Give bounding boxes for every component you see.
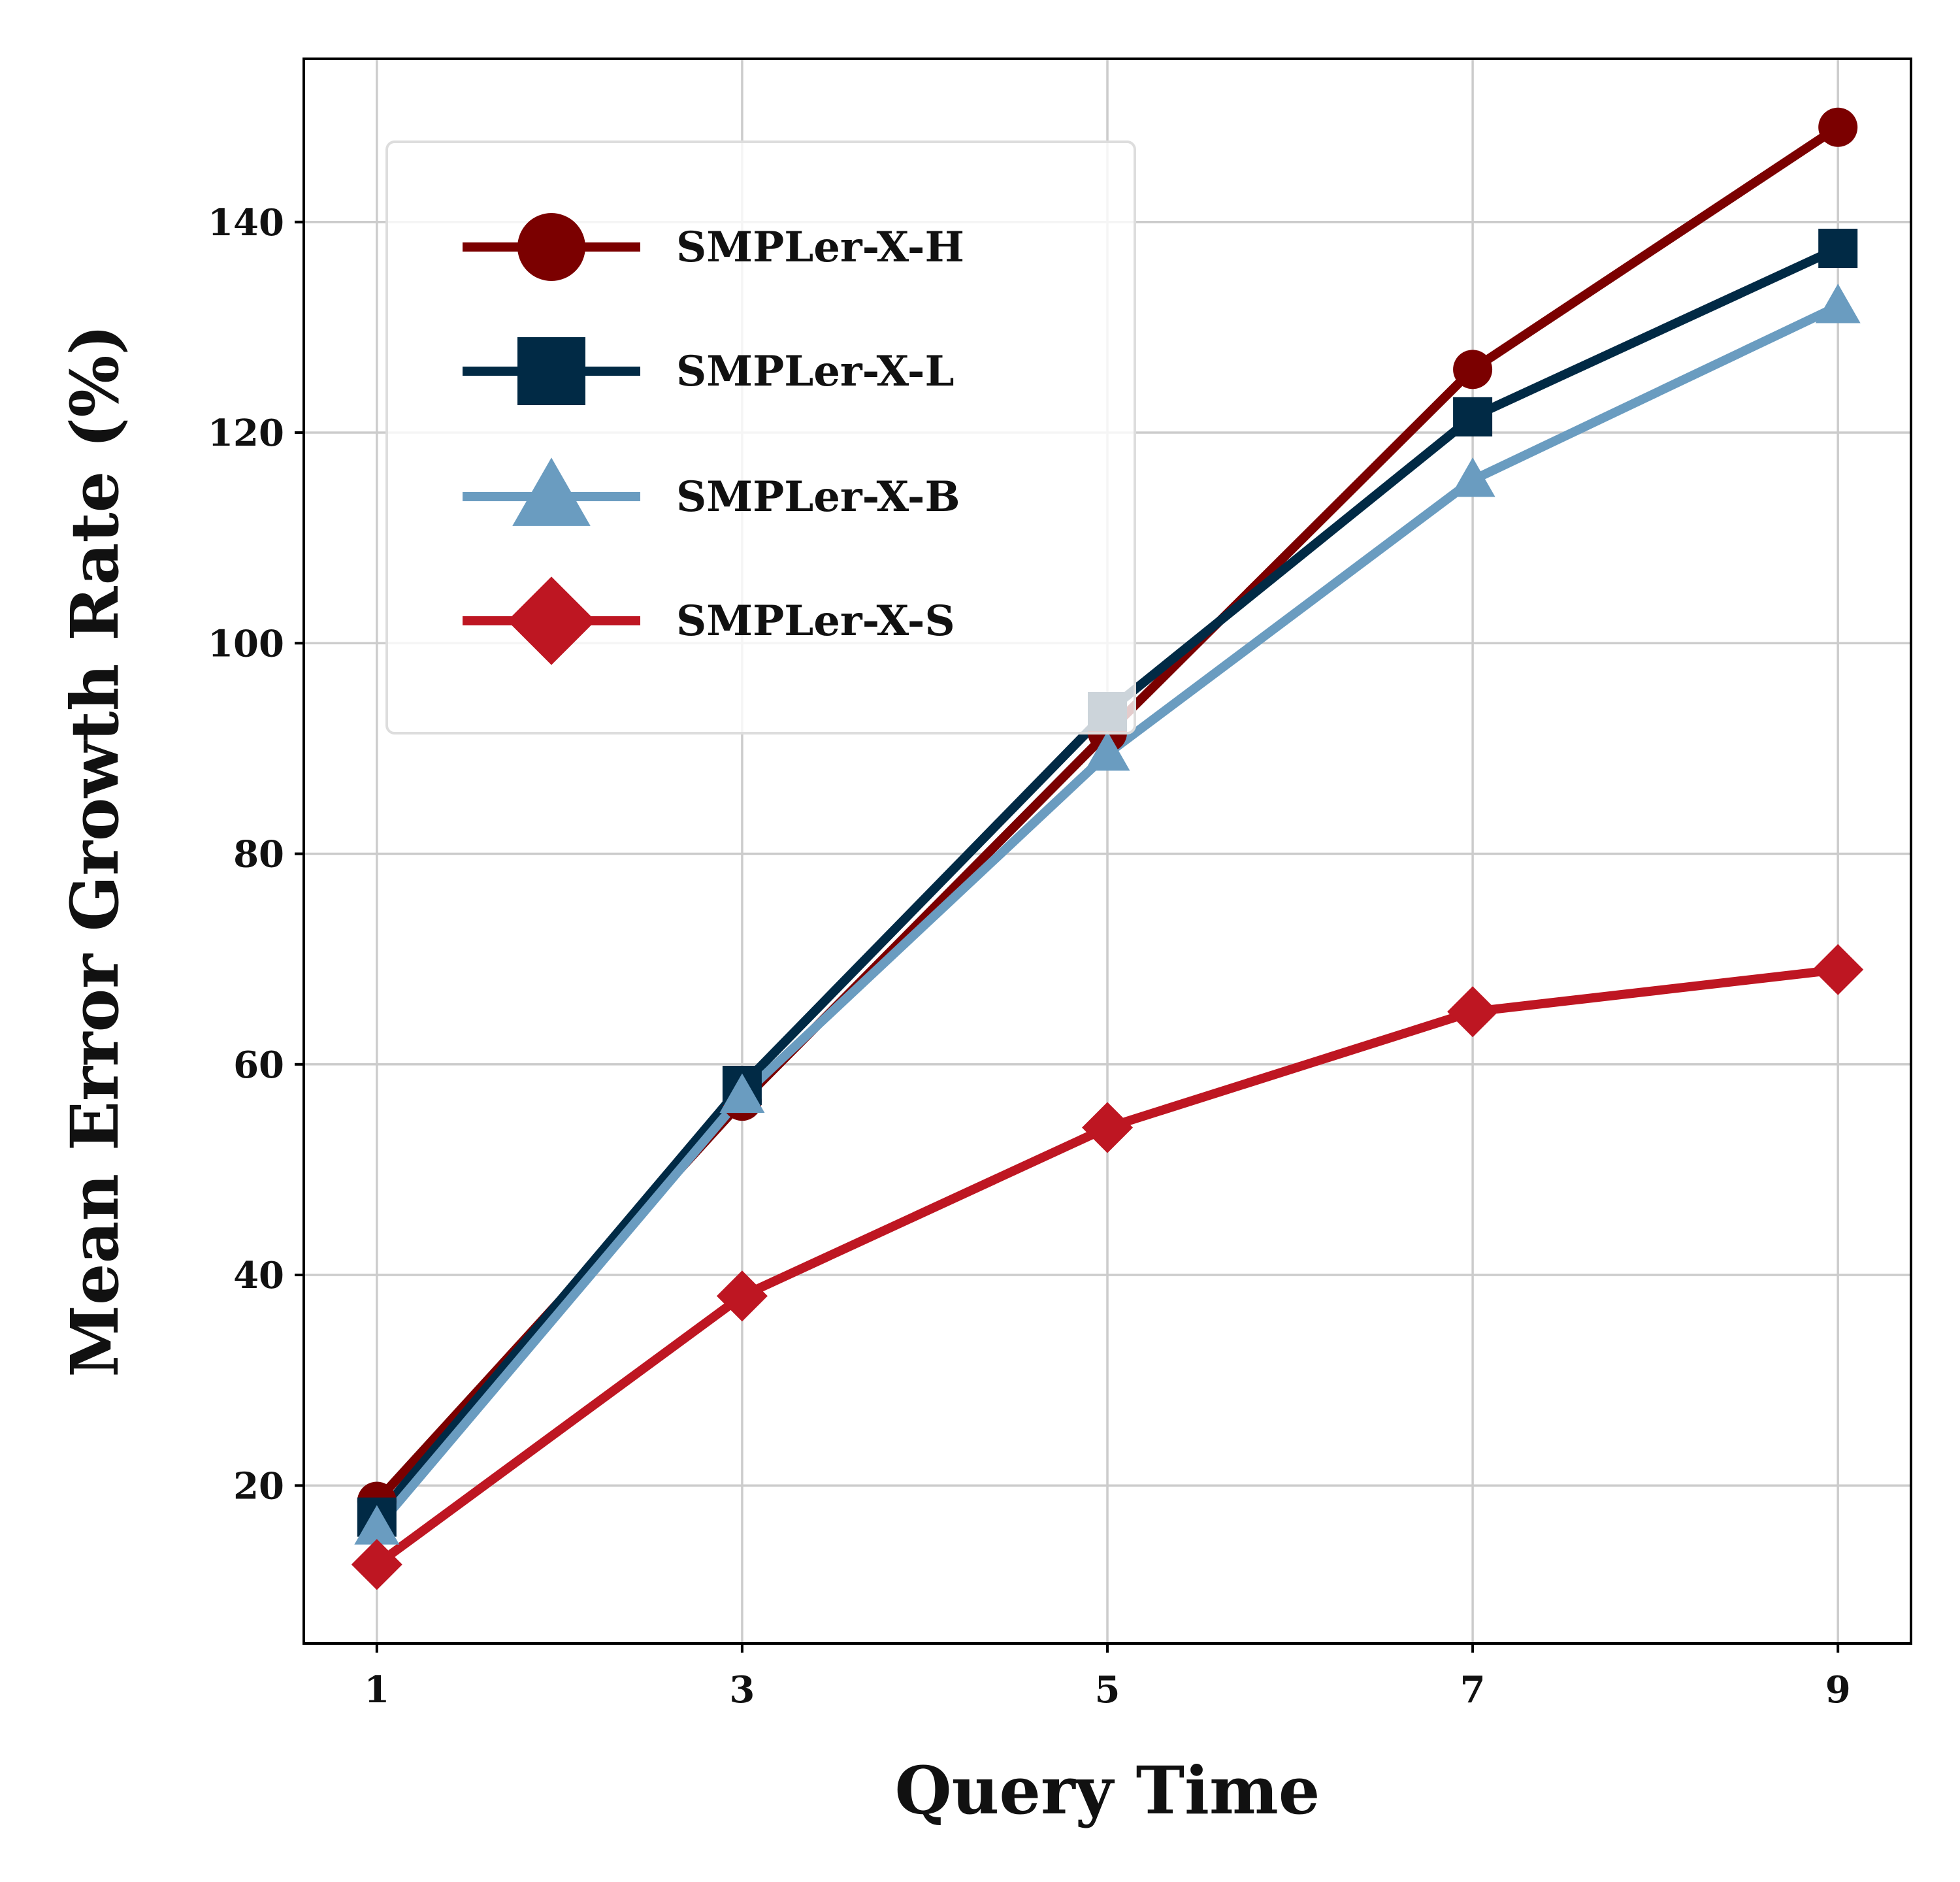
data-point-marker <box>354 1505 400 1545</box>
data-point-marker <box>1082 1102 1133 1153</box>
data-point-marker <box>1447 986 1499 1038</box>
x-tick-label: 3 <box>729 1668 755 1711</box>
legend-marker <box>517 337 585 405</box>
x-tick-label: 5 <box>1095 1668 1120 1711</box>
data-point-marker <box>1818 107 1858 147</box>
y-tick-label: 40 <box>233 1254 284 1297</box>
data-point-marker <box>716 1270 768 1322</box>
legend-marker <box>512 457 591 526</box>
x-tick-label: 1 <box>364 1668 389 1711</box>
data-point-marker <box>1818 229 1858 269</box>
y-tick-label: 60 <box>233 1044 284 1087</box>
data-point-marker <box>1450 457 1495 497</box>
x-tick-label: 9 <box>1825 1668 1851 1711</box>
legend-marker <box>517 213 585 281</box>
legend-entry-label: SMPLer-X-B <box>676 472 960 521</box>
x-axis-title: Query Time <box>895 1752 1320 1829</box>
y-axis-title: Mean Error Growth Rate (%) <box>56 324 133 1377</box>
y-axis-ticks: 20 40 60 80 100 120 140 <box>208 201 304 1508</box>
x-tick-label: 7 <box>1460 1668 1486 1711</box>
data-point-marker <box>719 1073 765 1114</box>
data-point-marker <box>1453 397 1493 437</box>
legend-entry-label: SMPLer-X-L <box>676 347 954 396</box>
legend: SMPLer-X-H SMPLer-X-L SMPLer-X-B SMPLer-X-S <box>385 140 1136 735</box>
data-point-marker <box>1815 284 1861 323</box>
y-tick-label: 80 <box>233 833 284 876</box>
y-tick-label: 140 <box>208 201 284 244</box>
data-point-marker <box>351 1539 402 1591</box>
data-point-marker <box>1453 350 1493 389</box>
legend-entry-label: SMPLer-X-H <box>676 223 964 272</box>
legend-entry-label: SMPLer-X-S <box>676 597 955 646</box>
data-markers <box>351 107 1864 1591</box>
y-tick-label: 20 <box>233 1464 284 1508</box>
x-axis-ticks: 1 3 5 7 9 <box>364 1643 1851 1711</box>
data-point-marker <box>1085 731 1130 771</box>
legend-box <box>385 140 1136 735</box>
y-tick-label: 100 <box>208 622 284 665</box>
data-point-marker <box>1812 944 1864 995</box>
y-tick-label: 120 <box>208 412 284 455</box>
legend-marker <box>507 576 596 665</box>
